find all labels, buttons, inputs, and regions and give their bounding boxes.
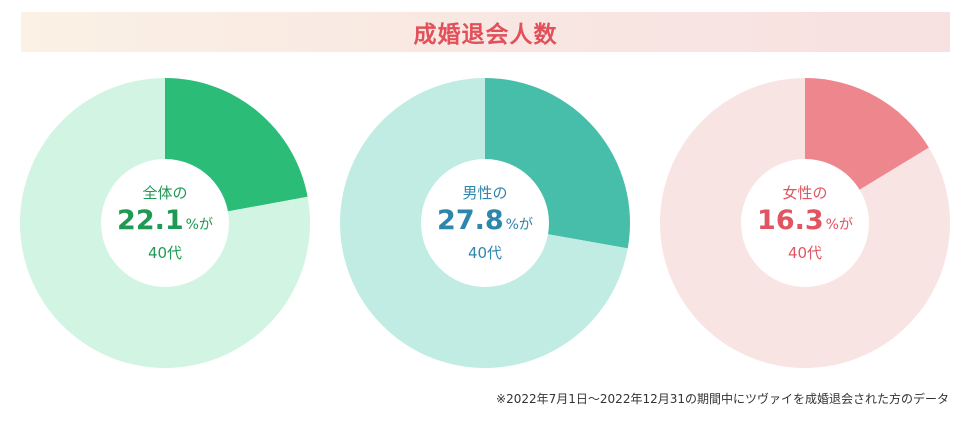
percent-value: 22.1 — [117, 205, 184, 236]
donut-svg-male — [340, 78, 630, 368]
donut-center-overall: 全体の 22.1 %が 40代 — [20, 78, 310, 368]
donut-chart-overall: 全体の 22.1 %が 40代 — [20, 78, 310, 368]
value-row: 27.8 %が — [437, 203, 533, 243]
donut-svg-overall — [20, 78, 310, 368]
donut-center-female: 女性の 16.3 %が 40代 — [660, 78, 950, 368]
percent-unit: %が — [825, 217, 853, 233]
footnote: ※2022年7月1日〜2022年12月31の期間中にツヴァイを成婚退会された方の… — [496, 392, 949, 406]
donut-chart-female: 女性の 16.3 %が 40代 — [660, 78, 950, 368]
value-row: 16.3 %が — [757, 203, 853, 243]
donut-hole — [741, 159, 869, 287]
donut-svg-female — [660, 78, 950, 368]
age-label: 40代 — [467, 244, 503, 262]
donut-chart-male: 男性の 27.8 %が 40代 — [340, 78, 630, 368]
age-label: 40代 — [147, 244, 183, 262]
percent-value: 16.3 — [757, 205, 824, 236]
age-label: 40代 — [787, 244, 823, 262]
percent-unit: %が — [185, 217, 213, 233]
percent-value: 27.8 — [437, 205, 504, 236]
segment-label: 男性の — [462, 184, 508, 202]
donut-hole — [421, 159, 549, 287]
chart-title: 成婚退会人数 — [413, 22, 558, 48]
segment-label: 全体の — [142, 184, 188, 202]
segment-label: 女性の — [782, 184, 828, 202]
donut-center-male: 男性の 27.8 %が 40代 — [340, 78, 630, 368]
value-row: 22.1 %が — [117, 203, 213, 243]
percent-unit: %が — [505, 217, 533, 233]
pie-slice-rest — [660, 78, 950, 368]
donut-hole — [101, 159, 229, 287]
title-banner: 成婚退会人数 — [21, 12, 950, 52]
